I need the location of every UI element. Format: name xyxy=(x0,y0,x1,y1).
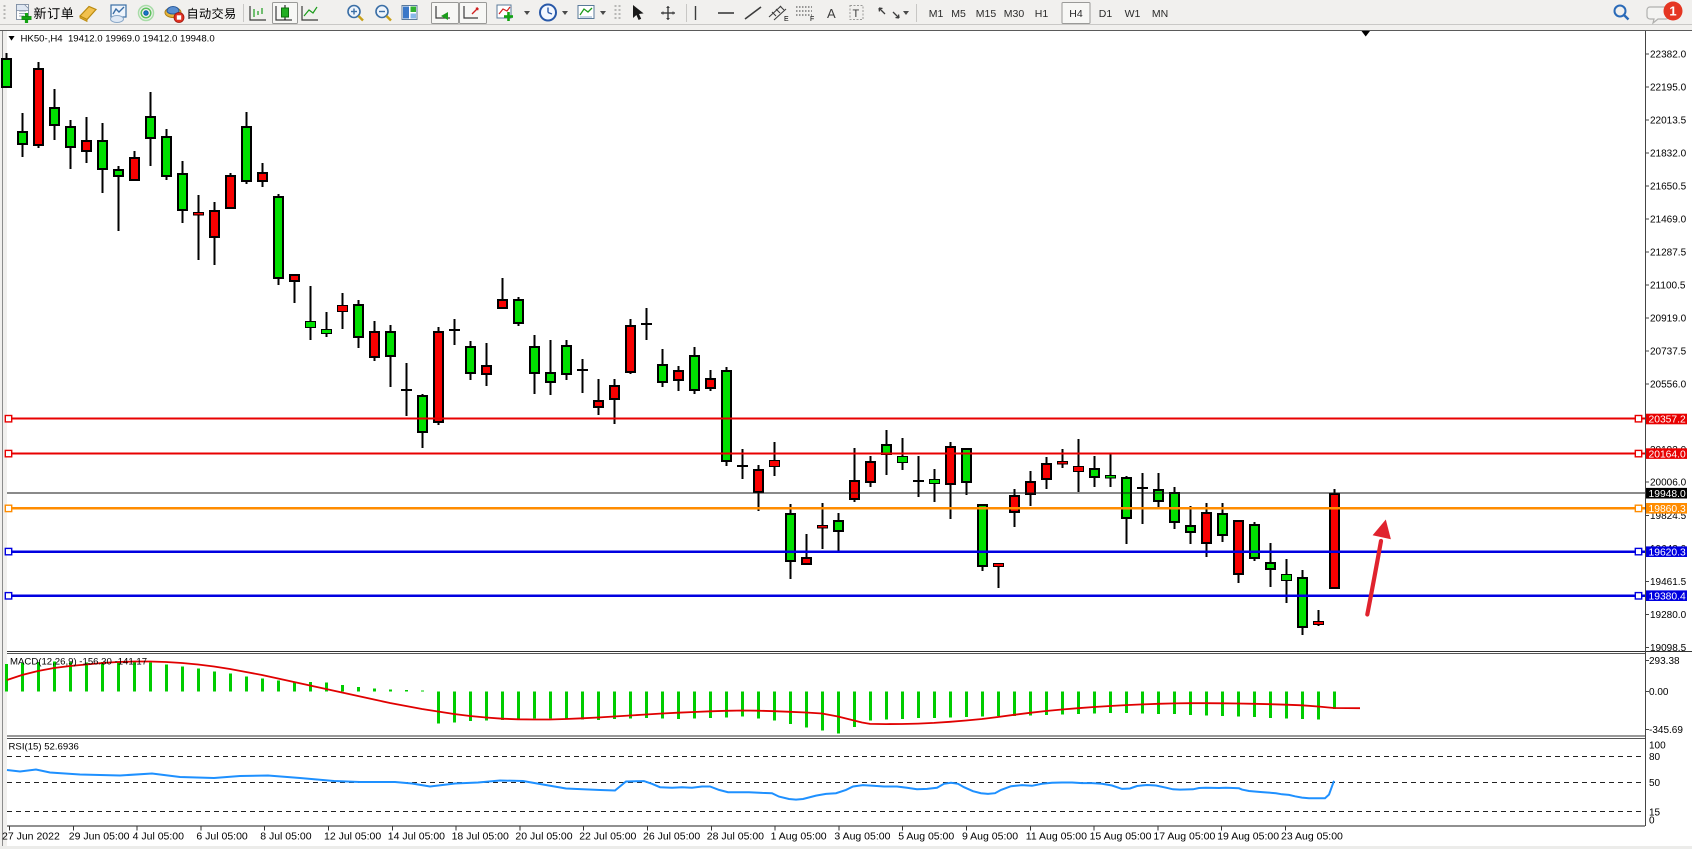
svg-text:-345.69: -345.69 xyxy=(1649,725,1683,736)
svg-text:W1: W1 xyxy=(1125,8,1141,20)
svg-text:19461.5: 19461.5 xyxy=(1650,577,1687,588)
svg-text:20556.0: 20556.0 xyxy=(1650,380,1687,391)
svg-text:HK50-,H4 19412.0 19969.0 1941: HK50-,H4 19412.0 19969.0 19412.0 19948.0 xyxy=(21,34,215,45)
svg-text:5 Aug 05:00: 5 Aug 05:00 xyxy=(898,831,954,843)
svg-text:22 Jul 05:00: 22 Jul 05:00 xyxy=(579,831,636,843)
svg-text:20737.5: 20737.5 xyxy=(1650,347,1687,358)
svg-text:H4: H4 xyxy=(1069,8,1083,20)
svg-text:M30: M30 xyxy=(1004,8,1025,20)
svg-text:293.38: 293.38 xyxy=(1649,656,1680,667)
svg-text:21832.0: 21832.0 xyxy=(1650,149,1687,160)
svg-text:0.00: 0.00 xyxy=(1649,687,1669,698)
svg-text:T: T xyxy=(853,8,860,20)
svg-text:19280.0: 19280.0 xyxy=(1650,610,1687,621)
svg-text:E: E xyxy=(784,16,789,23)
svg-text:21650.5: 21650.5 xyxy=(1650,182,1687,193)
svg-text:6 Jul 05:00: 6 Jul 05:00 xyxy=(196,831,248,843)
svg-text:MACD(12,26,9) -156.30 -141.17: MACD(12,26,9) -156.30 -141.17 xyxy=(10,657,147,668)
svg-text:19824.5: 19824.5 xyxy=(1650,511,1687,522)
svg-text:RSI(15) 52.6936: RSI(15) 52.6936 xyxy=(9,742,79,753)
svg-text:M5: M5 xyxy=(951,8,966,20)
svg-text:19 Aug 05:00: 19 Aug 05:00 xyxy=(1217,831,1279,843)
svg-text:19948.0: 19948.0 xyxy=(1649,489,1686,500)
svg-text:14 Jul 05:00: 14 Jul 05:00 xyxy=(388,831,445,843)
svg-text:17 Aug 05:00: 17 Aug 05:00 xyxy=(1153,831,1215,843)
svg-text:20357.2: 20357.2 xyxy=(1649,415,1686,426)
svg-text:0: 0 xyxy=(1649,815,1655,826)
svg-text:MN: MN xyxy=(1152,8,1168,20)
svg-text:20919.0: 20919.0 xyxy=(1650,314,1687,325)
svg-text:15: 15 xyxy=(1649,808,1661,819)
svg-text:21100.5: 21100.5 xyxy=(1650,281,1686,292)
svg-text:15 Aug 05:00: 15 Aug 05:00 xyxy=(1090,831,1152,843)
svg-text:11 Aug 05:00: 11 Aug 05:00 xyxy=(1026,831,1087,843)
svg-text:100: 100 xyxy=(1649,741,1666,752)
svg-text:19098.5: 19098.5 xyxy=(1650,643,1687,654)
svg-text:A: A xyxy=(827,6,836,21)
svg-text:80: 80 xyxy=(1649,752,1661,763)
svg-text:1: 1 xyxy=(1669,4,1676,19)
svg-text:22382.0: 22382.0 xyxy=(1650,50,1687,61)
svg-text:20 Jul 05:00: 20 Jul 05:00 xyxy=(515,831,572,843)
svg-text:21287.5: 21287.5 xyxy=(1650,248,1687,259)
svg-text:H1: H1 xyxy=(1035,8,1049,20)
svg-text:D1: D1 xyxy=(1099,8,1113,20)
svg-text:19860.3: 19860.3 xyxy=(1649,504,1686,515)
svg-text:3 Aug 05:00: 3 Aug 05:00 xyxy=(834,831,890,843)
svg-text:27 Jun 2022: 27 Jun 2022 xyxy=(2,831,60,843)
svg-text:12 Jul 05:00: 12 Jul 05:00 xyxy=(324,831,381,843)
svg-text:F: F xyxy=(810,16,814,23)
svg-text:8 Jul 05:00: 8 Jul 05:00 xyxy=(260,831,312,843)
svg-text:21469.0: 21469.0 xyxy=(1650,215,1687,226)
svg-text:26 Jul 05:00: 26 Jul 05:00 xyxy=(643,831,700,843)
svg-text:M15: M15 xyxy=(976,8,997,20)
svg-text:20164.0: 20164.0 xyxy=(1649,449,1686,460)
svg-text:18 Jul 05:00: 18 Jul 05:00 xyxy=(452,831,509,843)
svg-text:1 Aug 05:00: 1 Aug 05:00 xyxy=(771,831,827,843)
svg-text:4 Jul 05:00: 4 Jul 05:00 xyxy=(133,831,185,843)
svg-text:22195.0: 22195.0 xyxy=(1650,83,1687,94)
svg-text:23 Aug 05:00: 23 Aug 05:00 xyxy=(1281,831,1343,843)
svg-text:20006.0: 20006.0 xyxy=(1650,478,1687,489)
svg-text:19380.4: 19380.4 xyxy=(1649,591,1686,602)
svg-text:19620.3: 19620.3 xyxy=(1649,547,1686,558)
svg-text:28 Jul 05:00: 28 Jul 05:00 xyxy=(707,831,764,843)
svg-text:M1: M1 xyxy=(929,8,944,20)
svg-text:29 Jun 05:00: 29 Jun 05:00 xyxy=(69,831,130,843)
svg-text:9 Aug 05:00: 9 Aug 05:00 xyxy=(962,831,1018,843)
svg-text:22013.5: 22013.5 xyxy=(1650,116,1687,127)
svg-text:50: 50 xyxy=(1649,778,1661,789)
